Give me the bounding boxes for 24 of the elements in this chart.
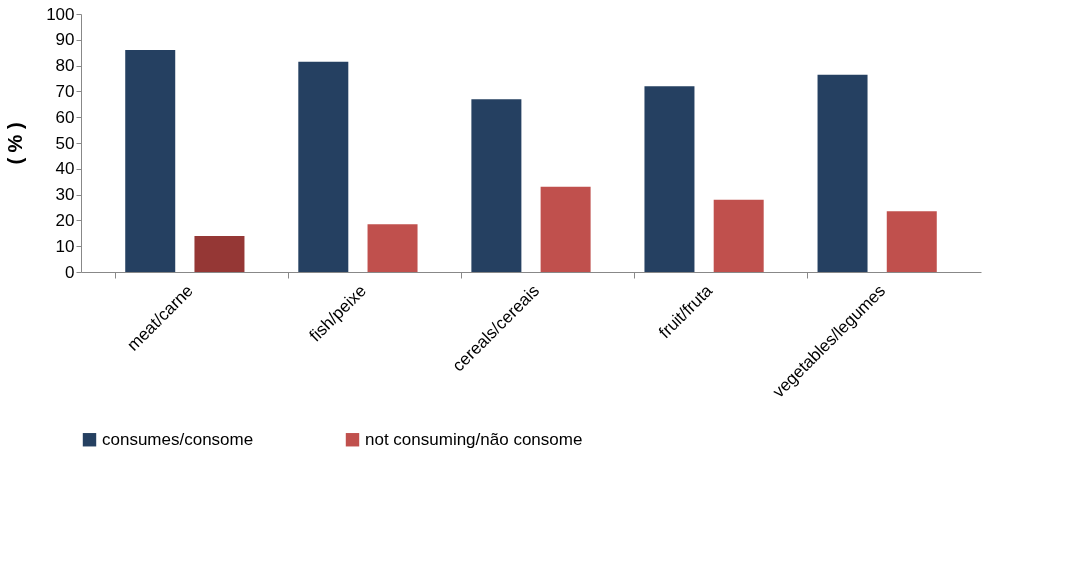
bar <box>886 211 937 272</box>
y-axis-title: ( % ) <box>4 122 27 165</box>
bar <box>298 61 349 272</box>
bar <box>817 74 868 272</box>
y-tick-label: 80 <box>55 56 75 76</box>
y-tick-label: 20 <box>55 210 75 230</box>
y-tick-label: 70 <box>55 81 75 101</box>
y-tick-label: 30 <box>55 185 75 205</box>
y-tick-label: 50 <box>55 133 75 153</box>
y-tick-label: 60 <box>55 107 75 127</box>
bar <box>713 199 764 272</box>
bar <box>194 235 245 272</box>
y-tick-label: 40 <box>55 159 75 179</box>
y-tick-label: 10 <box>55 236 75 256</box>
bar <box>125 50 176 272</box>
bar <box>644 86 695 272</box>
legend-label: not consuming/não consome <box>365 429 583 449</box>
y-tick-label: 100 <box>46 4 75 24</box>
bar <box>367 224 418 272</box>
y-tick-label: 90 <box>55 30 75 50</box>
bar <box>540 186 591 272</box>
legend-label: consumes/consome <box>102 429 254 449</box>
bar <box>471 99 522 272</box>
y-tick-label: 0 <box>65 262 75 282</box>
